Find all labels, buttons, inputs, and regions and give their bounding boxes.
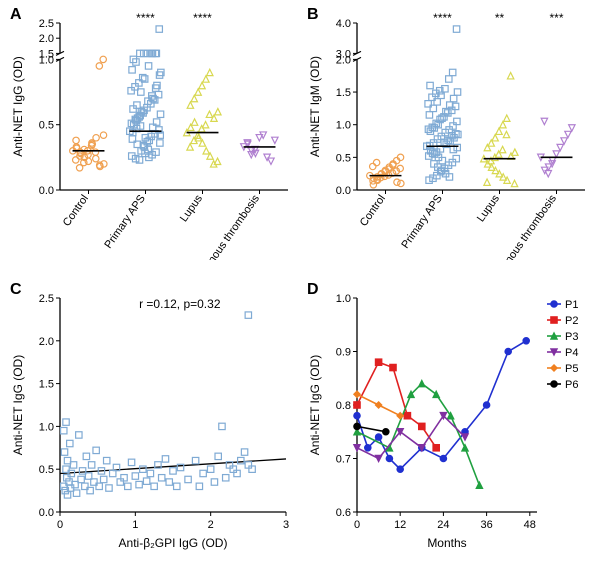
category-label: Lupus (178, 192, 205, 224)
legend-label: P3 (565, 331, 578, 343)
category-label: Venous thrombosis (495, 192, 559, 260)
xtick-label: 0 (354, 519, 360, 531)
ytick-label: 0.6 (336, 507, 351, 519)
legend-label: P5 (565, 363, 578, 375)
y-axis-label: Anti-NET IgM (OD) (308, 56, 322, 157)
ytick-label: 0.5 (39, 464, 54, 476)
category-label: Primary APS (102, 193, 148, 251)
significance-marker: **** (136, 11, 155, 25)
significance-marker: **** (193, 11, 212, 25)
ytick-label: 0.9 (336, 347, 351, 359)
ytick-label: 0.0 (39, 185, 54, 197)
xtick-label: 48 (524, 519, 536, 531)
ytick-label: 0.0 (336, 185, 351, 197)
xtick-label: 0 (57, 519, 63, 531)
xtick-label: 3 (283, 519, 289, 531)
category-label: Venous thrombosis (198, 192, 262, 260)
ytick-label: 1.5 (336, 87, 351, 99)
y-axis-label: Anti-NET IgG (OD) (11, 56, 25, 156)
ytick-label: 0.8 (336, 400, 351, 412)
ytick-label: 1.5 (39, 48, 54, 60)
panel-a-svg: A0.00.51.01.52.02.5Anti-NET IgG (OD)Cont… (8, 5, 298, 260)
y-axis-label: Anti-NET IgG (OD) (11, 355, 25, 455)
panel-label: C (10, 281, 22, 298)
series-line (357, 384, 479, 486)
ytick-label: 0.7 (336, 454, 351, 466)
ytick-label: 1.5 (39, 379, 54, 391)
xtick-label: 2 (208, 519, 214, 531)
x-axis-label: Anti-β₂GPI IgG (OD) (119, 536, 228, 550)
panel-label: B (307, 6, 319, 23)
panel-label: D (307, 281, 319, 298)
legend-label: P2 (565, 315, 578, 327)
ytick-label: 0.0 (39, 507, 54, 519)
x-axis-label: Months (427, 536, 466, 550)
panel-b-svg: B0.00.51.01.52.03.04.0Anti-NET IgM (OD)C… (305, 5, 595, 260)
stats-text: r =0.12, p=0.32 (139, 297, 221, 311)
xtick-label: 12 (394, 519, 406, 531)
category-label: Lupus (475, 192, 502, 224)
ytick-label: 2.5 (39, 293, 54, 305)
ytick-label: 1.0 (39, 421, 54, 433)
ytick-label: 2.0 (39, 33, 54, 45)
ytick-label: 3.0 (336, 48, 351, 60)
category-label: Control (61, 193, 91, 229)
category-label: Control (358, 193, 388, 229)
legend-label: P1 (565, 299, 578, 311)
panel-c-svg: C 0.0 0.5 1.0 1.5 2.0 2.5 0 1 2 3 Anti-NET IgG (OD)… (8, 280, 298, 560)
significance-marker: **** (433, 11, 452, 25)
ytick-label: 4.0 (336, 18, 351, 30)
ytick-label: 2.0 (39, 336, 54, 348)
panel-d-svg: D 0.6 0.7 0.8 0.9 1.0 0 12 24 36 48 Anti-NET IgG (O… (305, 280, 595, 560)
legend-label: P6 (565, 379, 578, 391)
y-axis-label: Anti-NET IgG (OD) (308, 355, 322, 455)
legend-label: P4 (565, 347, 578, 359)
ytick-label: 1.0 (336, 120, 351, 132)
figure-root: A 0.0 0.5 1.0 1.5 2.0 2.5 Anti-NET IgG (OD) Cont… (0, 0, 600, 570)
ytick-label: 0.5 (336, 152, 351, 164)
ytick-label: 0.5 (39, 120, 54, 132)
panel-label: A (10, 6, 22, 23)
xtick-label: 24 (437, 519, 449, 531)
xtick-label: 36 (480, 519, 492, 531)
category-label: Primary APS (399, 193, 445, 251)
ytick-label: 1.0 (336, 293, 351, 305)
significance-marker: ** (495, 11, 505, 25)
significance-marker: *** (549, 11, 563, 25)
ytick-label: 2.5 (39, 18, 54, 30)
xtick-label: 1 (132, 519, 138, 531)
